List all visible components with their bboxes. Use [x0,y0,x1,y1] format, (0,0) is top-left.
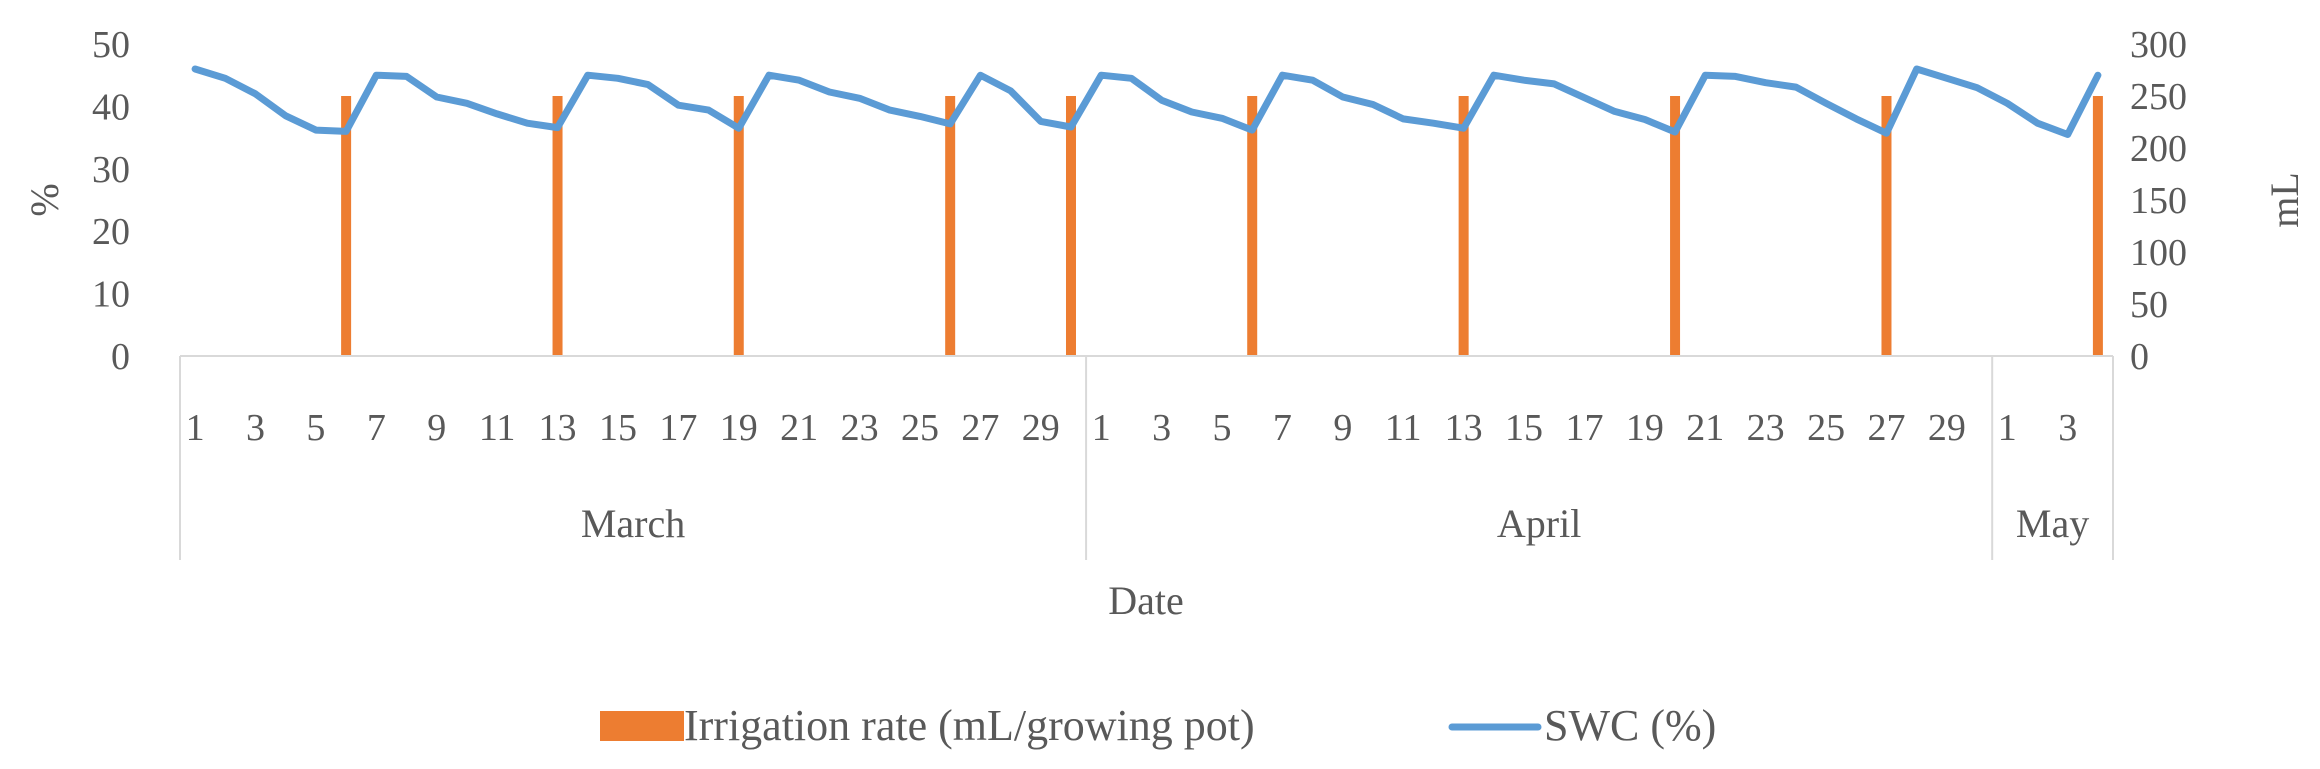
legend: Irrigation rate (mL/growing pot) SWC (%) [600,701,1716,750]
irrigation-bar [945,96,956,356]
x-tick-label: 5 [306,407,325,449]
x-group-label: March [581,501,685,546]
x-tick-label: 5 [1213,407,1232,449]
x-tick-label: 11 [1385,407,1422,449]
x-tick-label: 1 [1092,407,1111,449]
x-tick-label: 25 [1807,407,1845,449]
x-tick-label: 17 [1565,407,1603,449]
x-axis-title: Date [1108,578,1184,623]
x-tick-label: 3 [2058,407,2077,449]
x-tick-label: 21 [780,407,818,449]
right-y-tick-label: 250 [2130,76,2187,118]
x-tick-label: 3 [246,407,265,449]
x-tick-label: 13 [539,407,577,449]
x-tick-label: 27 [1867,407,1905,449]
left-y-tick-label: 40 [92,86,130,128]
irrigation-bar [341,96,352,356]
right-y-tick-label: 150 [2130,180,2187,222]
x-tick-label: 13 [1445,407,1483,449]
irrigation-bar [1458,96,1469,356]
x-tick-label: 9 [1333,407,1352,449]
right-y-tick-label: 200 [2130,128,2187,170]
irrigation-bar [1065,96,1076,356]
x-tick-label: 7 [1273,407,1292,449]
x-tick-label: 15 [599,407,637,449]
left-y-tick-label: 50 [92,24,130,66]
x-tick-label: 27 [961,407,999,449]
right-y-axis: 0 50 100 150 200 250 300 [2130,24,2187,378]
legend-irrigation-swatch [600,711,684,741]
x-tick-label: 15 [1505,407,1543,449]
left-y-tick-label: 10 [92,274,130,316]
x-tick-label: 25 [901,407,939,449]
x-tick-label: 1 [1998,407,2017,449]
left-y-axis-title: % [22,183,67,216]
x-tick-label: 23 [841,407,879,449]
irrigation-bar [1670,96,1681,356]
x-tick-label: 11 [479,407,516,449]
legend-irrigation-label: Irrigation rate (mL/growing pot) [684,701,1255,750]
left-y-tick-label: 30 [92,149,130,191]
right-y-tick-label: 50 [2130,284,2168,326]
x-tick-label: 19 [720,407,758,449]
swc-line [191,65,2102,138]
x-tick-label: 23 [1747,407,1785,449]
irrigation-bar [1881,96,1892,356]
irrigation-bar [733,96,744,356]
legend-swc-label: SWC (%) [1544,701,1716,750]
left-y-axis: 0 10 20 30 40 50 [92,24,130,378]
x-tick-label: 29 [1022,407,1060,449]
x-group-label: April [1497,501,1581,546]
x-tick-label: 21 [1686,407,1724,449]
x-tick-label: 9 [427,407,446,449]
right-y-tick-label: 300 [2130,24,2187,66]
x-tick-label: 19 [1626,407,1664,449]
right-y-tick-label: 0 [2130,336,2149,378]
plot-area [191,65,2103,356]
x-group-label: May [2016,501,2089,546]
x-tick-label: 29 [1928,407,1966,449]
left-y-tick-label: 20 [92,211,130,253]
left-y-tick-label: 0 [111,336,130,378]
irrigation-bar [2092,96,2103,356]
x-tick-label: 1 [186,407,205,449]
x-tick-label: 3 [1152,407,1171,449]
irrigation-bar [552,96,563,356]
irrigation-bar [1247,96,1258,356]
x-tick-label: 7 [367,407,386,449]
x-tick-label: 17 [659,407,697,449]
right-y-axis-title: mL [2262,172,2307,228]
right-y-tick-label: 100 [2130,232,2187,274]
